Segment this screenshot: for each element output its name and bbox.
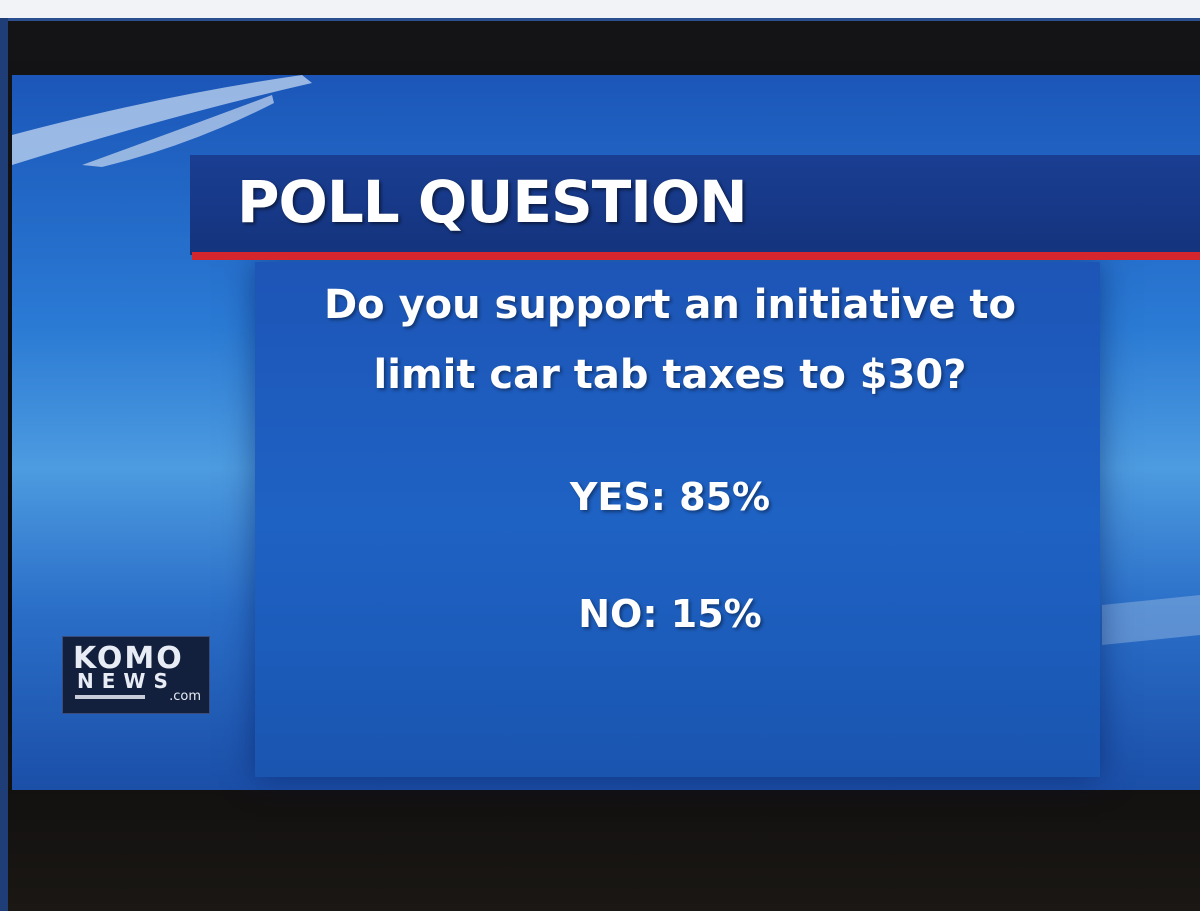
logo-text: .com [169,689,201,704]
question-line: Do you support an initiative to [220,282,1120,328]
logo-bar [75,695,145,699]
photo: POLL QUESTION Do you support an initiati… [0,0,1200,911]
answer: YES: 85% [420,475,920,519]
top-strip [0,0,1200,21]
answer: NO: 15% [420,592,920,636]
question-line: limit car tab taxes to $30? [220,352,1120,398]
light-band [1102,595,1200,645]
left-strip [0,18,8,911]
poll-title: POLL QUESTION [237,168,747,236]
swoosh [12,75,312,165]
station-logo: KOMO NEWS .com [62,636,210,714]
logo-text: NEWS [77,669,176,693]
content-panel [255,262,1100,777]
red-rule [192,252,1200,260]
